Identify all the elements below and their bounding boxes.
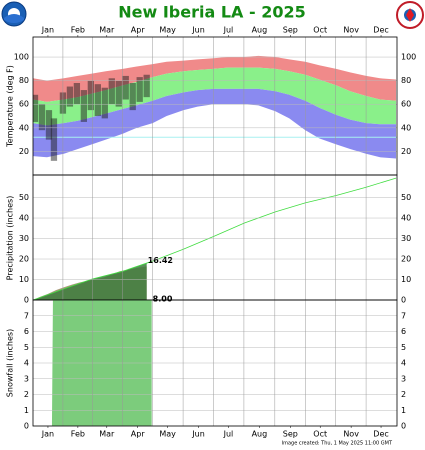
observed-bar bbox=[50, 118, 58, 161]
y-tick-label: 40 bbox=[401, 214, 411, 223]
observed-bar bbox=[45, 110, 53, 140]
x-tick-label: Aug bbox=[252, 430, 268, 439]
observed-bar bbox=[143, 74, 150, 98]
chart-title: New Iberia LA - 2025 bbox=[118, 3, 305, 22]
y-tick-label: 20 bbox=[19, 147, 29, 156]
x-tick-label: Jul bbox=[223, 26, 234, 35]
observed-bar bbox=[129, 83, 136, 111]
data-label: 8.00 bbox=[153, 295, 173, 304]
y-tick-label: 1 bbox=[401, 406, 406, 415]
nws-logo bbox=[396, 1, 424, 29]
y-axis-label: Snowfall (inches) bbox=[6, 329, 15, 397]
x-tick-label: Jan bbox=[41, 26, 54, 35]
y-tick-label: 30 bbox=[19, 234, 29, 243]
x-tick-label: Aug bbox=[252, 26, 268, 35]
y-tick-label: 6 bbox=[24, 327, 29, 336]
y-tick-label: 6 bbox=[401, 327, 406, 336]
y-tick-label: 40 bbox=[19, 123, 29, 132]
x-tick-label: Nov bbox=[343, 430, 359, 439]
observed-bar bbox=[101, 87, 108, 119]
y-tick-label: 60 bbox=[19, 100, 29, 109]
y-tick-label: 30 bbox=[401, 234, 411, 243]
y-tick-label: 20 bbox=[19, 255, 29, 264]
observed-bar bbox=[94, 84, 101, 117]
y-tick-label: 80 bbox=[401, 76, 411, 85]
x-tick-label: Sep bbox=[283, 430, 298, 439]
y-tick-label: 10 bbox=[19, 275, 29, 284]
x-tick-label: Feb bbox=[71, 26, 85, 35]
x-tick-label: Jan bbox=[41, 430, 54, 439]
data-label: 16.42 bbox=[148, 256, 173, 265]
y-tick-label: 3 bbox=[24, 374, 29, 383]
x-tick-label: Apr bbox=[131, 26, 146, 35]
x-tick-label: Apr bbox=[131, 430, 146, 439]
y-tick-label: 50 bbox=[19, 193, 29, 202]
x-tick-label: Sep bbox=[283, 26, 298, 35]
observed-bar bbox=[136, 77, 143, 102]
y-tick-label: 40 bbox=[19, 214, 29, 223]
y-tick-label: 2 bbox=[24, 390, 29, 399]
y-tick-label: 7 bbox=[24, 311, 29, 320]
y-axis-label: Temperature (deg F) bbox=[6, 65, 15, 148]
x-tick-label: Mar bbox=[99, 26, 115, 35]
observed-bar bbox=[115, 80, 122, 107]
y-tick-label: 20 bbox=[401, 255, 411, 264]
observed-bar bbox=[87, 80, 94, 111]
noaa-logo bbox=[1, 1, 27, 27]
normal-area bbox=[33, 263, 147, 300]
y-tick-label: 50 bbox=[401, 193, 411, 202]
x-tick-label: May bbox=[159, 430, 176, 439]
x-tick-label: Nov bbox=[343, 26, 359, 35]
x-tick-label: Jun bbox=[191, 430, 205, 439]
y-tick-label: 0 bbox=[24, 296, 29, 305]
observed-bar bbox=[33, 94, 39, 122]
y-tick-label: 3 bbox=[401, 374, 406, 383]
y-tick-label: 0 bbox=[24, 422, 29, 431]
y-tick-label: 2 bbox=[401, 390, 406, 399]
y-tick-label: 80 bbox=[19, 76, 29, 85]
x-tick-label: May bbox=[159, 26, 176, 35]
y-tick-label: 20 bbox=[401, 147, 411, 156]
y-axis-label: Precipitation (inches) bbox=[6, 196, 15, 281]
observed-bar bbox=[80, 90, 88, 122]
y-tick-label: 4 bbox=[401, 359, 406, 368]
observed-bar bbox=[38, 104, 46, 131]
y-tick-label: 5 bbox=[24, 343, 29, 352]
x-tick-label: Oct bbox=[313, 26, 327, 35]
footer: Image created: Thu, 1 May 2025 11:00 GMT bbox=[282, 441, 393, 447]
y-tick-label: 0 bbox=[401, 296, 406, 305]
y-tick-label: 0 bbox=[401, 422, 406, 431]
y-tick-label: 60 bbox=[401, 100, 411, 109]
y-tick-label: 1 bbox=[24, 406, 29, 415]
y-tick-label: 40 bbox=[401, 123, 411, 132]
y-tick-label: 4 bbox=[24, 359, 29, 368]
observed-bar bbox=[73, 83, 81, 105]
observed-bar bbox=[108, 78, 115, 105]
observed-bar bbox=[66, 86, 74, 107]
x-tick-label: Feb bbox=[71, 430, 85, 439]
y-tick-label: 100 bbox=[401, 53, 416, 62]
x-tick-label: Jun bbox=[191, 26, 205, 35]
y-tick-label: 5 bbox=[401, 343, 406, 352]
y-tick-label: 100 bbox=[14, 53, 29, 62]
x-tick-label: Mar bbox=[99, 430, 115, 439]
observed-bar bbox=[122, 75, 129, 100]
y-tick-label: 10 bbox=[401, 275, 411, 284]
x-tick-label: Jul bbox=[223, 430, 234, 439]
x-tick-label: Dec bbox=[373, 26, 388, 35]
y-tick-label: 7 bbox=[401, 311, 406, 320]
x-tick-label: Oct bbox=[313, 430, 327, 439]
plot-frame bbox=[32, 299, 398, 427]
x-tick-label: Dec bbox=[373, 430, 388, 439]
